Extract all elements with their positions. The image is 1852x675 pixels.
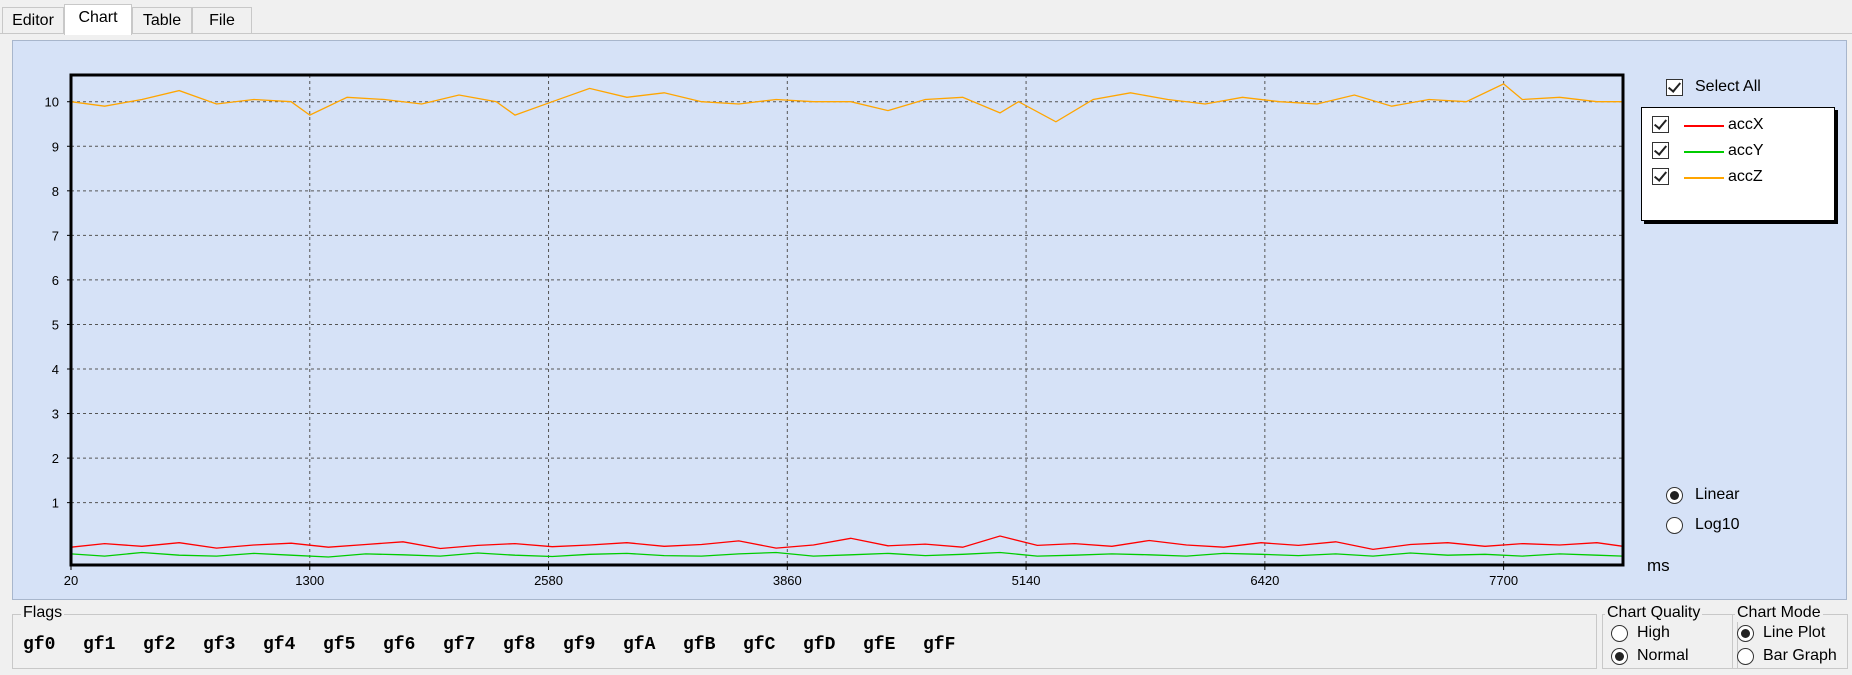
flag-gf5: gf5 — [323, 635, 356, 655]
flag-gfc: gfC — [743, 635, 776, 655]
flag-gf0: gf0 — [23, 635, 56, 655]
x-tick-label: 7700 — [1489, 573, 1518, 588]
y-tick-label: 7 — [52, 228, 59, 243]
legend-swatch-accz — [1684, 177, 1724, 179]
chart-quality-group: Chart Quality High Normal — [1602, 604, 1738, 669]
flag-gf4: gf4 — [263, 635, 296, 655]
line-chart: 1 2 3 4 5 6 7 8 9 10 20 1300 2580 3860 5140 6420 7700 ms — [45, 73, 1670, 588]
series-line-accy — [70, 551, 1624, 558]
tab-table[interactable]: Table — [132, 7, 192, 34]
legend-checkbox-accz[interactable] — [1652, 168, 1669, 185]
plot-area-border — [69, 73, 1625, 567]
series-line-accz — [70, 83, 1623, 123]
y-tick-label: 10 — [45, 95, 59, 110]
chart-quality-title: Chart Quality — [1605, 604, 1703, 622]
quality-high-label: High — [1637, 624, 1670, 641]
mode-bar-graph-radio[interactable] — [1737, 648, 1754, 665]
legend: accX accY accZ — [1641, 107, 1835, 221]
tab-file[interactable]: File — [192, 7, 252, 34]
flag-gfa: gfA — [623, 635, 656, 655]
quality-normal-radio[interactable] — [1611, 648, 1628, 665]
flag-gfd: gfD — [803, 635, 836, 655]
x-tick-label: 2580 — [534, 573, 563, 588]
chart-mode-group: Chart Mode Line Plot Bar Graph — [1732, 604, 1848, 669]
flag-gf9: gf9 — [563, 635, 596, 655]
y-tick-label: 1 — [52, 496, 59, 511]
quality-high-radio[interactable] — [1611, 625, 1628, 642]
flag-gfb: gfB — [683, 635, 716, 655]
select-all-checkbox[interactable] — [1666, 79, 1683, 96]
y-tick-label: 5 — [52, 317, 59, 332]
flags-group: Flags gf0 gf1 gf2 gf3 gf4 gf5 gf6 gf7 gf8 gf9 gfA g… — [12, 604, 1597, 669]
mode-line-plot-label: Line Plot — [1763, 624, 1826, 641]
flag-gf8: gf8 — [503, 635, 536, 655]
legend-checkbox-accy[interactable] — [1652, 142, 1669, 159]
mode-line-plot-radio[interactable] — [1737, 625, 1754, 642]
x-tick-label: 1300 — [295, 573, 324, 588]
x-tick-label: 3860 — [773, 573, 802, 588]
x-tick-label: 5140 — [1012, 573, 1041, 588]
flag-gf1: gf1 — [83, 635, 116, 655]
x-axis-label: ms — [1647, 556, 1670, 575]
y-tick-label: 8 — [52, 184, 59, 199]
log10-radio[interactable] — [1666, 517, 1683, 534]
log10-label: Log10 — [1695, 516, 1740, 533]
mode-bar-graph-label: Bar Graph — [1763, 647, 1837, 664]
series-line-accx — [70, 535, 1624, 551]
x-tick-label: 20 — [64, 573, 78, 588]
tab-bar: Editor Chart Table File — [0, 4, 1852, 35]
quality-normal-label: Normal — [1637, 647, 1689, 664]
legend-label-accz: accZ — [1728, 168, 1763, 185]
x-tick-label: 6420 — [1250, 573, 1279, 588]
select-all-label: Select All — [1695, 78, 1761, 95]
tab-divider — [0, 33, 1852, 34]
flag-gf2: gf2 — [143, 635, 176, 655]
y-tick-label: 6 — [52, 273, 59, 288]
flag-gff: gfF — [923, 635, 956, 655]
flag-gfe: gfE — [863, 635, 896, 655]
tab-editor[interactable]: Editor — [2, 7, 64, 34]
legend-swatch-accx — [1684, 125, 1724, 127]
flags-list: gf0 gf1 gf2 gf3 gf4 gf5 gf6 gf7 gf8 gf9 gfA gfB gfC g… — [23, 635, 983, 655]
linear-label: Linear — [1695, 486, 1740, 503]
legend-label-accx: accX — [1728, 116, 1764, 133]
legend-swatch-accy — [1684, 151, 1724, 153]
chart-panel: 1 2 3 4 5 6 7 8 9 10 20 1300 2580 3860 5140 6420 7700 ms … — [12, 40, 1847, 600]
flag-gf3: gf3 — [203, 635, 236, 655]
legend-label-accy: accY — [1728, 142, 1764, 159]
y-tick-label: 2 — [52, 451, 59, 466]
linear-radio[interactable] — [1666, 487, 1683, 504]
flags-title: Flags — [21, 604, 65, 622]
tab-chart[interactable]: Chart — [64, 4, 132, 35]
flag-gf6: gf6 — [383, 635, 416, 655]
chart-mode-title: Chart Mode — [1735, 604, 1823, 622]
flag-gf7: gf7 — [443, 635, 476, 655]
y-tick-label: 3 — [52, 407, 59, 422]
y-tick-label: 9 — [52, 139, 59, 154]
y-tick-label: 4 — [52, 362, 59, 377]
legend-checkbox-accx[interactable] — [1652, 116, 1669, 133]
